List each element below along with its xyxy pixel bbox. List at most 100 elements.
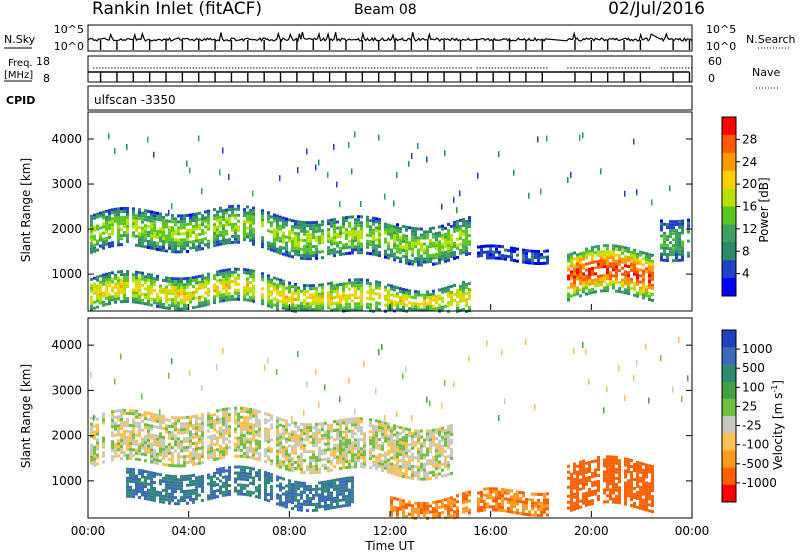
velocity-cell	[378, 456, 381, 460]
power-cell	[276, 223, 279, 227]
velocity-cell	[159, 450, 162, 454]
power-cell	[93, 216, 96, 220]
power-speckle	[636, 189, 638, 196]
velocity-cell	[150, 412, 153, 416]
power-cell	[159, 212, 162, 216]
velocity-cell	[96, 441, 99, 445]
velocity-cell	[168, 445, 171, 449]
velocity-cell	[240, 439, 243, 443]
power-cell	[153, 214, 156, 218]
power-cell	[261, 275, 264, 279]
velocity-cell	[126, 429, 129, 433]
power-cell	[198, 280, 201, 284]
power-cell	[435, 235, 438, 239]
velocity-cell	[318, 496, 321, 500]
velocity-cell	[447, 506, 450, 510]
freq-frame	[87, 55, 693, 83]
velocity-cell	[354, 462, 357, 466]
power-cell	[309, 251, 312, 255]
power-cell	[195, 281, 198, 285]
power-cell	[147, 278, 150, 282]
velocity-cell	[570, 475, 573, 479]
power-cell	[279, 215, 282, 219]
velocity-cell	[543, 504, 546, 508]
velocity-cell	[126, 453, 129, 457]
power-cell	[285, 307, 288, 311]
power-cell	[339, 249, 342, 253]
velocity-cell	[465, 497, 468, 501]
velocity-cell	[210, 413, 213, 417]
power-cell	[162, 303, 165, 307]
power-cell	[618, 257, 621, 261]
power-cell	[141, 277, 144, 281]
velocity-speckle	[264, 364, 266, 371]
power-cell	[468, 243, 471, 247]
power-cell	[396, 235, 399, 239]
power-cell	[117, 282, 120, 286]
power-cell	[594, 272, 597, 276]
power-cell	[261, 236, 264, 240]
velocity-speckle	[318, 401, 320, 408]
power-cell	[351, 227, 354, 231]
velocity-cell	[321, 434, 324, 438]
power-cell	[369, 231, 372, 235]
power-cell	[603, 265, 606, 269]
power-cell	[261, 209, 264, 213]
velocity-cell	[381, 447, 384, 451]
power-cell	[201, 217, 204, 221]
velocity-cell	[132, 430, 135, 434]
velocity-cell	[270, 462, 273, 466]
velocity-cell	[222, 429, 225, 433]
power-cell	[168, 276, 171, 280]
power-cell	[195, 218, 198, 222]
velocity-cell	[117, 433, 120, 437]
power-cell	[456, 219, 459, 223]
power-cell	[327, 231, 330, 235]
power-cell	[252, 236, 255, 240]
power-cell	[651, 286, 654, 290]
power-cell	[117, 231, 120, 235]
velocity-cell	[393, 463, 396, 467]
velocity-cell	[111, 455, 114, 459]
velocity-cell	[135, 451, 138, 455]
velocity-cell	[237, 465, 240, 469]
power-cell	[585, 268, 588, 272]
velocity-cell	[426, 429, 429, 433]
velocity-cell	[111, 446, 114, 450]
power-cell	[321, 232, 324, 236]
power-cell	[198, 244, 201, 248]
velocity-cell	[300, 490, 303, 494]
velocity-cell	[177, 499, 180, 503]
velocity-cell	[432, 507, 435, 511]
power-cell	[309, 296, 312, 300]
velocity-cell	[177, 437, 180, 441]
velocity-cell	[477, 500, 480, 504]
power-cell	[252, 299, 255, 303]
power-cell	[321, 286, 324, 290]
power-cell	[297, 244, 300, 248]
velocity-cell	[297, 455, 300, 459]
power-cell	[159, 287, 162, 291]
velocity-cell	[213, 452, 216, 456]
power-cell	[585, 283, 588, 287]
velocity-cell	[426, 462, 429, 466]
power-cell	[93, 246, 96, 250]
velocity-cell	[264, 492, 267, 496]
velocity-cell	[420, 468, 423, 472]
power-cell	[462, 223, 465, 227]
power-cell	[168, 288, 171, 292]
velocity-cell	[255, 418, 258, 422]
velocity-cell	[537, 498, 540, 502]
velocity-cell	[159, 414, 162, 418]
velocity-cell	[138, 416, 141, 420]
velocity-cell	[318, 455, 321, 459]
velocity-cell	[504, 491, 507, 495]
power-speckle	[459, 190, 461, 197]
velocity-cell	[156, 413, 159, 417]
power-cell	[651, 277, 654, 281]
velocity-cell	[441, 511, 444, 515]
velocity-cell	[270, 450, 273, 454]
power-cell	[624, 273, 627, 277]
power-cell	[222, 215, 225, 219]
power-cell	[636, 270, 639, 274]
